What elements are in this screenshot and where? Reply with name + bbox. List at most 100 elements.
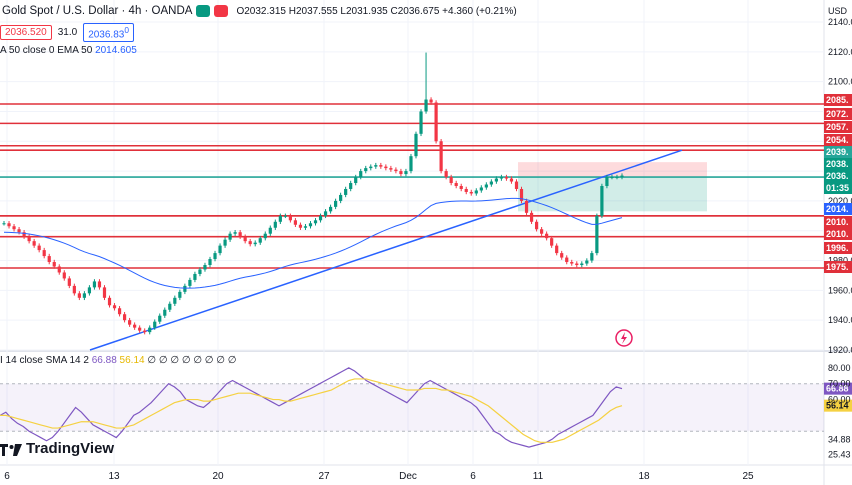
candle-body <box>565 257 569 263</box>
candle-body <box>107 297 112 306</box>
rsi-legend[interactable]: I 14 close SMA 14 2 66.88 56.14 ∅ ∅ ∅ ∅ … <box>0 355 237 366</box>
trendline[interactable] <box>89 149 683 351</box>
candle-body <box>208 259 212 266</box>
candle-body <box>504 177 509 179</box>
candle-body <box>364 168 368 172</box>
candle-body <box>615 177 619 179</box>
candle-body <box>117 308 122 315</box>
level-price-label-bg <box>824 146 852 158</box>
tradingview-logo[interactable]: TradingView <box>0 440 114 457</box>
level-price-label: 2057. <box>826 122 849 132</box>
candle-body <box>595 215 599 254</box>
ohlc-values: O2032.315 H2037.555 L2031.935 C2036.675 … <box>236 5 517 17</box>
tradingview-logo-icon <box>0 443 22 456</box>
horizontal-levels[interactable] <box>0 103 824 269</box>
candle-body <box>484 184 488 188</box>
candle-body <box>27 236 31 242</box>
candle-body <box>369 166 373 169</box>
rsi-value-bg <box>824 382 852 395</box>
candle-body <box>560 253 564 258</box>
rsi-line <box>0 367 623 448</box>
rsi-legend-label: I 14 close SMA 14 2 <box>0 355 89 366</box>
time-tick-label: 27 <box>318 471 330 482</box>
candle-body <box>379 165 383 167</box>
market-status-icon[interactable] <box>196 5 211 17</box>
chart-header: Gold Spot / U.S. Dollar · 4h · OANDA O20… <box>0 0 517 22</box>
live-price-label-bg <box>824 203 852 215</box>
candle-body <box>308 223 313 227</box>
flash-icon-bolt <box>621 332 627 344</box>
rsi-sma-legend-value: 56.14 <box>119 355 145 366</box>
rsi-tick-label: 70.00 <box>828 379 851 389</box>
candle-body <box>62 272 66 279</box>
candle-body <box>32 241 36 246</box>
candle-body <box>7 223 11 227</box>
buy-price-sup: 0 <box>124 25 129 35</box>
candle-body <box>610 177 614 179</box>
live-price-label-bg <box>824 158 852 170</box>
candle-body <box>545 233 549 239</box>
long-short-position-tool[interactable] <box>518 162 707 212</box>
candle-body <box>334 200 338 207</box>
live-price-label-bg <box>824 182 852 194</box>
price-axis[interactable]: 1920.001940.001960.001980.002000.002020.… <box>824 17 852 459</box>
candle-body <box>138 327 142 331</box>
level-price-label: 2039. <box>826 147 849 157</box>
rsi-value-label: 56.14 <box>826 401 849 411</box>
candle-body <box>87 287 92 294</box>
candle-body <box>394 169 398 172</box>
rsi-tick-label: 80.00 <box>828 363 851 373</box>
candle-body <box>519 188 524 201</box>
time-tick-label: Dec <box>399 471 417 482</box>
candle-body <box>349 183 353 189</box>
level-price-label: 2010. <box>826 229 849 239</box>
candle-body <box>248 241 252 245</box>
candle-body <box>153 321 157 328</box>
candle-body <box>454 183 458 186</box>
candle-body <box>213 253 217 260</box>
candle-body <box>283 215 287 217</box>
position-target-zone <box>518 177 707 212</box>
level-price-label-bg <box>824 121 852 133</box>
buy-price: 2036.83 <box>88 29 125 41</box>
candle-body <box>499 177 504 179</box>
candle-body <box>198 269 202 274</box>
price-tick-label: 1940.00 <box>828 315 852 325</box>
candle-body <box>605 177 609 186</box>
live-price-label: 2038. <box>826 159 849 169</box>
candle-body <box>374 165 378 167</box>
time-tick-label: 25 <box>742 471 754 482</box>
candle-body <box>12 226 16 230</box>
level-price-label: 2072. <box>826 109 849 119</box>
level-price-label-bg <box>824 216 852 228</box>
time-tick-label: 6 <box>470 471 476 482</box>
time-tick-label: 13 <box>108 471 120 482</box>
time-tick-label: 18 <box>638 471 650 482</box>
ema-legend[interactable]: A 50 close 0 EMA 50 2014.605 <box>0 45 137 56</box>
candle-body <box>42 250 46 257</box>
buy-button[interactable]: 2036.830 <box>83 23 134 43</box>
candle-body <box>238 232 242 237</box>
sell-button[interactable]: 2036.520 <box>0 25 52 41</box>
candle-body <box>258 238 262 243</box>
candle-body <box>318 215 323 221</box>
flash-icon[interactable] <box>615 329 633 347</box>
candle-body <box>168 303 172 310</box>
candle-body <box>298 224 303 228</box>
price-tick-label: 2120.00 <box>828 47 852 57</box>
candle-body <box>92 281 97 288</box>
live-price-label-bg <box>824 170 852 182</box>
candle-body <box>359 171 363 178</box>
candle-body <box>575 263 579 266</box>
symbol-title[interactable]: Gold Spot / U.S. Dollar · 4h · OANDA <box>2 5 193 17</box>
candle-body <box>514 181 519 189</box>
candle-body <box>158 315 162 322</box>
candle-body <box>228 233 232 240</box>
rsi-tick-label: 34.88 <box>828 434 851 444</box>
alert-icon[interactable] <box>214 5 229 17</box>
candle-body <box>620 175 624 178</box>
rsi-legend-value: 66.88 <box>91 355 117 366</box>
candle-body <box>404 171 408 175</box>
time-axis[interactable]: 6 13 20 27 Dec 6 11 18 25 <box>4 471 754 482</box>
